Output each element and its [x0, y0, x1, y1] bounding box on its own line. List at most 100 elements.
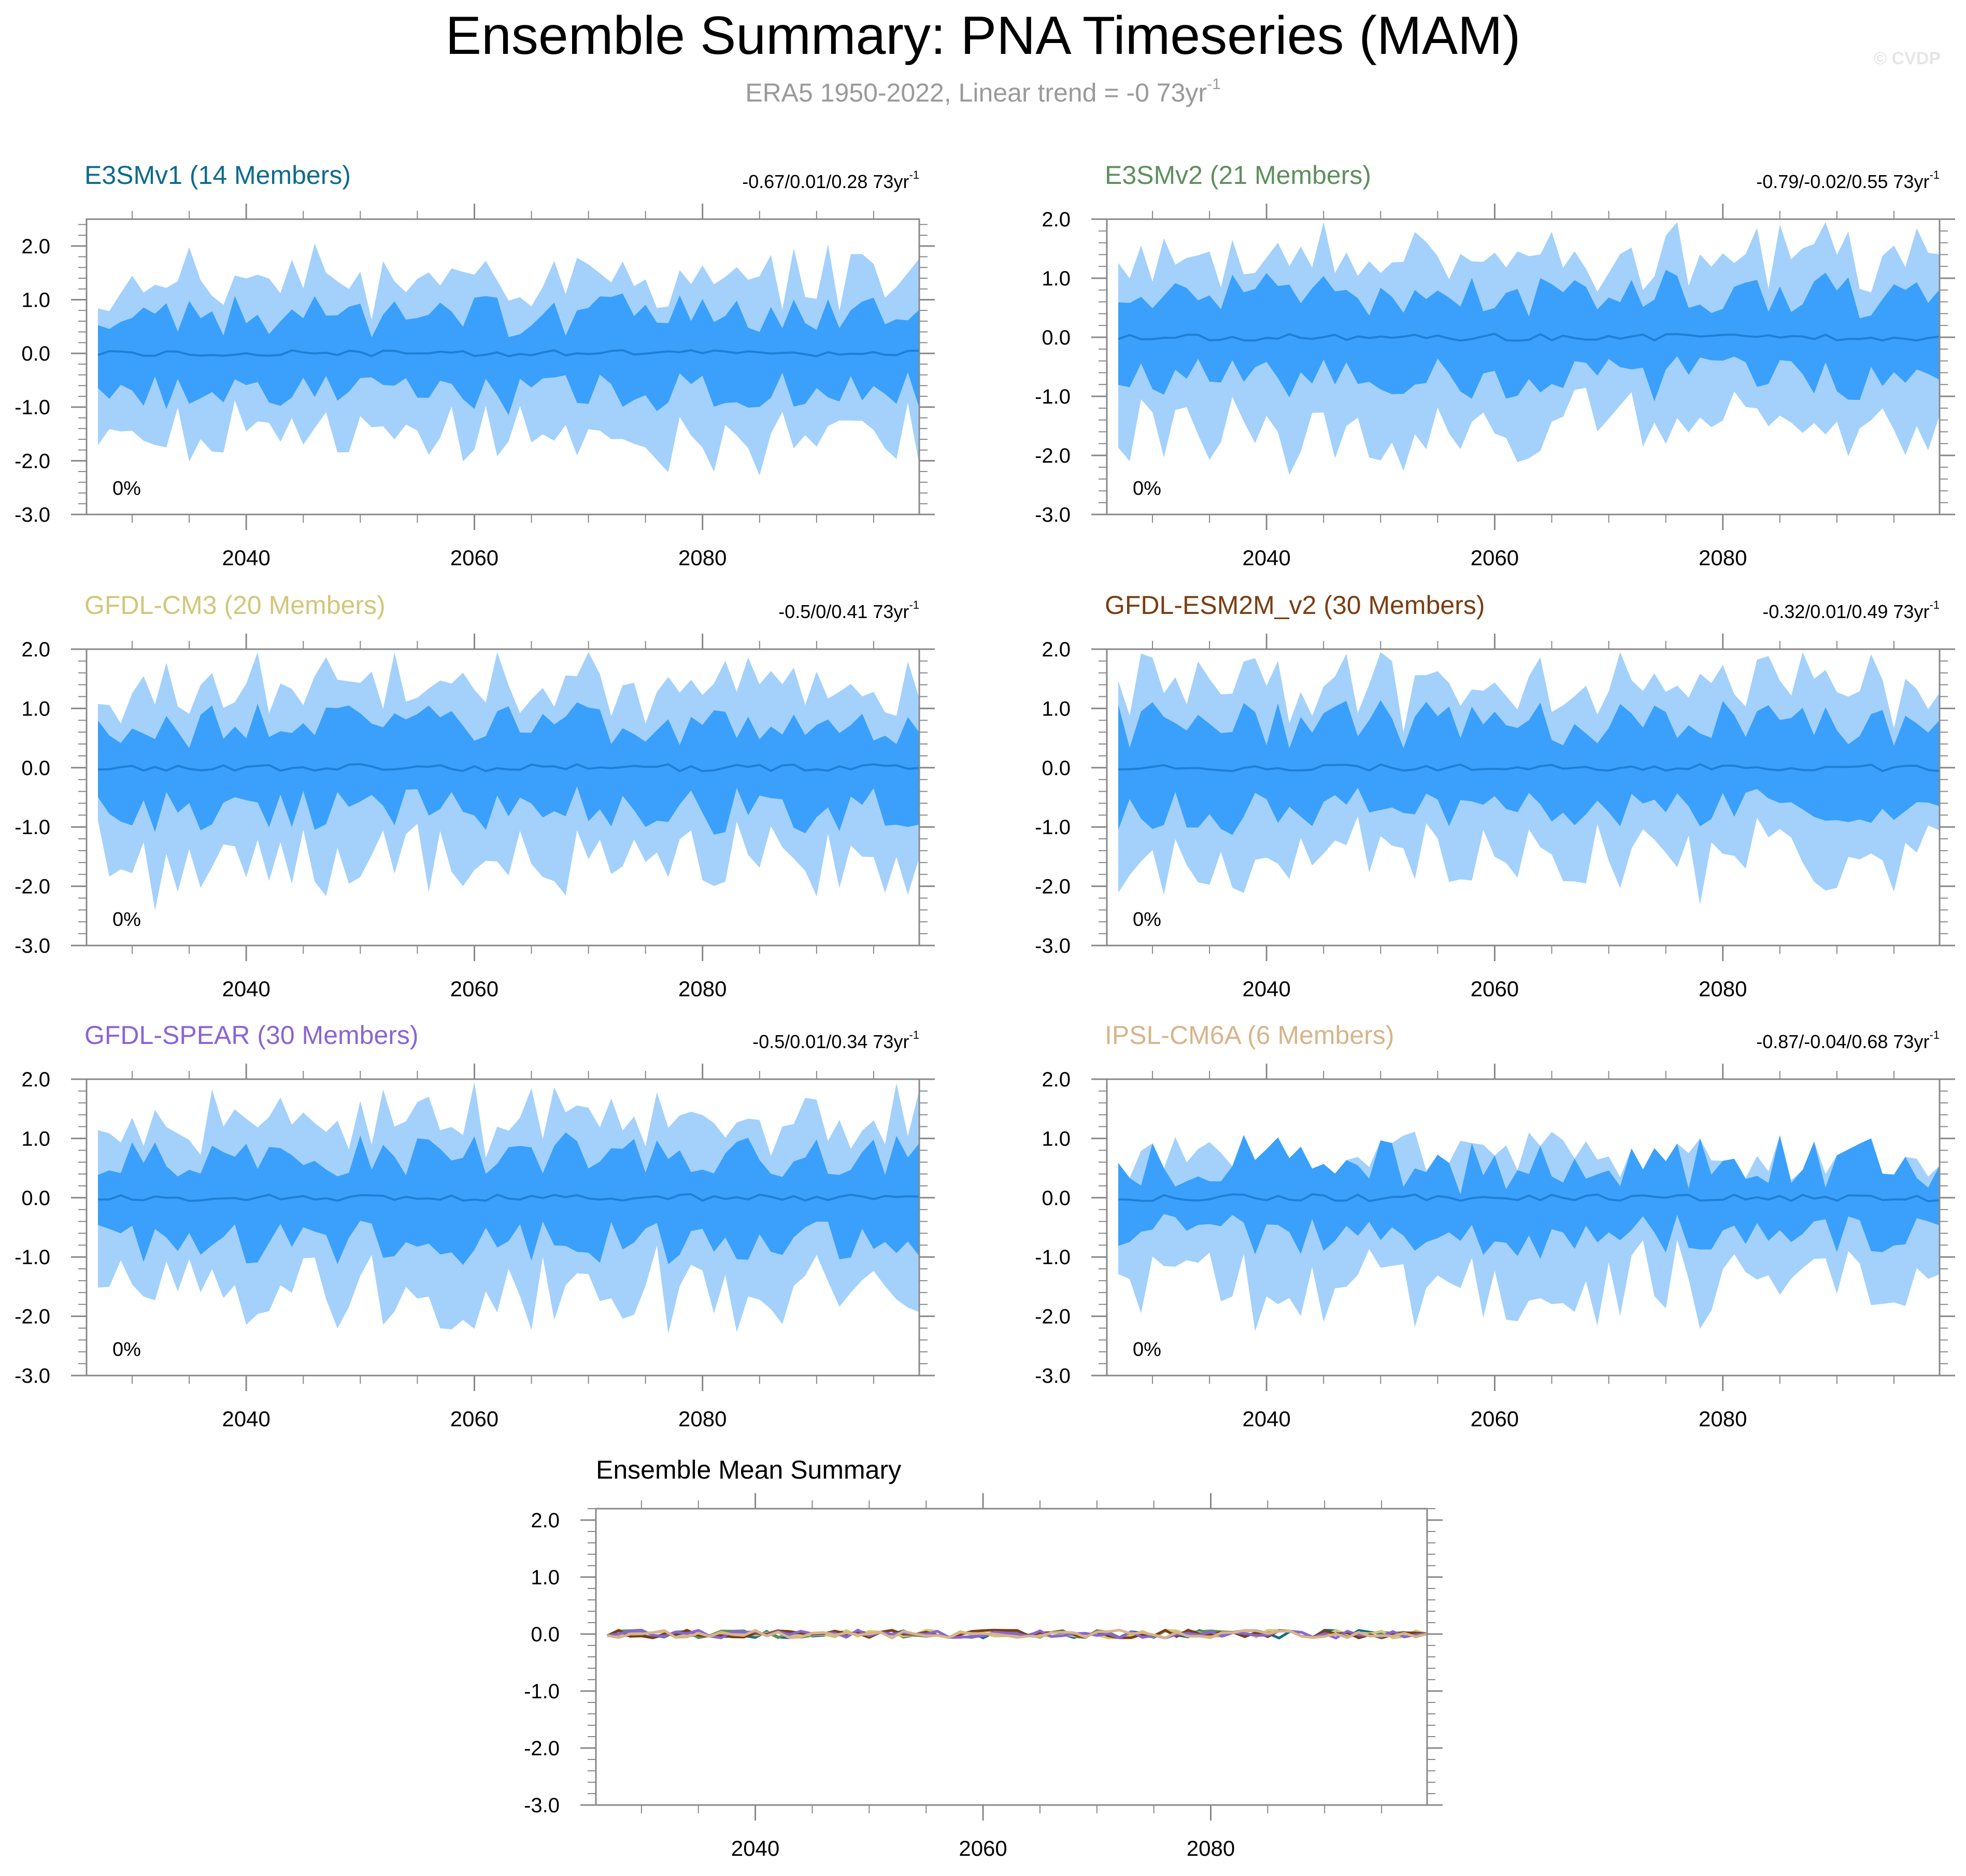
trend-label: -0.87/-0.04/0.68 73yr-1 — [1756, 1028, 1940, 1052]
plot-frame — [86, 1078, 920, 1377]
y-tick-label: 2.0 — [21, 638, 50, 661]
plot-frame — [1106, 648, 1941, 947]
percent-label: 0% — [1133, 1339, 1161, 1361]
y-tick-label: 2.0 — [21, 235, 50, 258]
panel-1: 2.0 1.0 0.0 -1.0 -2.0 -3.0 2040 2060 2080 E3SMv1 … — [15, 161, 935, 570]
x-tick-label: 2060 — [450, 546, 498, 570]
y-tick-label: -2.0 — [1035, 876, 1071, 898]
panel-6: 2.0 1.0 0.0 -1.0 -2.0 -3.0 2040 2060 2080 IPSL-CM… — [1035, 1021, 1955, 1431]
y-tick-label: 0.0 — [1042, 757, 1071, 780]
y-tick-label: -2.0 — [1035, 1306, 1071, 1328]
mean-line-ipsl-cm6a — [607, 1628, 1428, 1640]
ensemble-mean-line — [97, 1193, 920, 1202]
trend-value: -0.67/0.01/0.28 73yr — [742, 171, 909, 192]
y-tick-label: -1.0 — [1035, 385, 1071, 408]
y-tick-label: 2.0 — [1042, 1068, 1071, 1091]
x-tick-label: 2080 — [1699, 977, 1747, 1001]
inner-range-band — [1118, 700, 1940, 835]
x-tick-label: 2040 — [222, 1407, 270, 1431]
trend-label: -0.32/0.01/0.49 73yr-1 — [1762, 598, 1940, 622]
trend-value: -0.79/-0.02/0.55 73yr — [1756, 171, 1929, 192]
y-tick-label: -2.0 — [15, 450, 50, 472]
ensemble-mean-line — [97, 763, 920, 772]
y-tick-label: 0.0 — [21, 342, 50, 365]
y-tick-label: -3.0 — [15, 504, 50, 526]
plot-frame — [595, 1508, 1428, 1806]
y-tick-label: 1.0 — [21, 289, 50, 311]
plot-frame — [86, 648, 920, 947]
y-tick-label: 1.0 — [21, 1127, 50, 1150]
trend-label: -0.67/0.01/0.28 73yr-1 — [742, 168, 919, 192]
percent-label: 0% — [112, 909, 141, 930]
x-tick-label: 2040 — [1242, 977, 1290, 1001]
y-tick-label: 1.0 — [1042, 267, 1071, 290]
y-tick-label: -2.0 — [524, 1737, 560, 1760]
y-tick-label: 2.0 — [1042, 638, 1071, 661]
y-tick-label: -1.0 — [15, 1246, 50, 1269]
y-tick-label: -1.0 — [1035, 1246, 1071, 1269]
trend-unit-sup: -1 — [909, 598, 919, 611]
y-tick-label: 1.0 — [21, 697, 50, 720]
cvdp-watermark: © CVDP — [1874, 49, 1941, 68]
panels: 2.0 1.0 0.0 -1.0 -2.0 -3.0 2040 2060 2080 E3SMv1 … — [15, 161, 1955, 1860]
plot-frame — [1106, 218, 1941, 515]
x-tick-label: 2080 — [678, 977, 726, 1001]
figure-subtitle-text: ERA5 1950-2022, Linear trend = -0 73yr — [745, 78, 1207, 107]
y-tick-label: 0.0 — [21, 757, 50, 780]
panel-2: 2.0 1.0 0.0 -1.0 -2.0 -3.0 2040 2060 2080 E3SMv2 … — [1035, 161, 1955, 570]
trend-label: -0.5/0/0.41 73yr-1 — [778, 598, 919, 622]
x-tick-label: 2060 — [1471, 977, 1519, 1001]
x-tick-label: 2060 — [450, 1407, 498, 1431]
y-tick-label: -3.0 — [524, 1794, 560, 1817]
plot-frame — [1106, 1078, 1941, 1377]
figure-title: Ensemble Summary: PNA Timeseries (MAM) — [446, 6, 1521, 66]
plot-frame — [86, 218, 920, 515]
y-tick-label: 0.0 — [1042, 1187, 1071, 1210]
panel-title: GFDL-CM3 (20 Members) — [84, 591, 386, 620]
panel-title: E3SMv1 (14 Members) — [84, 161, 351, 190]
x-tick-label: 2080 — [1699, 546, 1747, 570]
x-tick-label: 2060 — [1471, 1407, 1519, 1431]
trend-unit-sup: -1 — [909, 168, 919, 181]
ensemble-mean-line — [97, 349, 920, 357]
percent-label: 0% — [112, 478, 141, 499]
y-tick-label: -2.0 — [1035, 445, 1071, 467]
x-tick-label: 2080 — [1699, 1407, 1747, 1431]
x-tick-label: 2060 — [1471, 546, 1519, 570]
trend-value: -0.87/-0.04/0.68 73yr — [1756, 1031, 1929, 1052]
inner-range-band — [98, 293, 919, 416]
x-tick-label: 2040 — [1242, 546, 1290, 570]
x-tick-label: 2040 — [222, 546, 270, 570]
y-tick-label: -3.0 — [1035, 935, 1071, 957]
trend-unit-sup: -1 — [909, 1028, 919, 1041]
percent-label: 0% — [1133, 909, 1161, 930]
x-tick-label: 2080 — [678, 1407, 726, 1431]
ensemble-mean-line — [1118, 1193, 1940, 1202]
y-tick-label: 2.0 — [21, 1068, 50, 1091]
trend-value: -0.32/0.01/0.49 73yr — [1762, 601, 1929, 622]
y-tick-label: 1.0 — [1042, 1127, 1071, 1150]
y-tick-label: 2.0 — [531, 1509, 560, 1532]
panel-title: GFDL-SPEAR (30 Members) — [84, 1021, 419, 1050]
y-tick-label: 1.0 — [531, 1566, 560, 1589]
y-tick-label: 0.0 — [21, 1187, 50, 1210]
trend-value: -0.5/0.01/0.34 73yr — [752, 1031, 909, 1052]
inner-range-band — [1118, 269, 1940, 402]
figure-subtitle-sup: -1 — [1207, 76, 1221, 93]
panel-title: Ensemble Mean Summary — [596, 1455, 901, 1484]
y-tick-label: 2.0 — [1042, 208, 1071, 231]
y-tick-label: -1.0 — [1035, 816, 1071, 839]
trend-unit-sup: -1 — [1929, 168, 1940, 181]
trend-label: -0.5/0.01/0.34 73yr-1 — [752, 1028, 919, 1052]
trend-unit-sup: -1 — [1929, 598, 1940, 611]
trend-unit-sup: -1 — [1929, 1028, 1940, 1041]
y-tick-label: 1.0 — [1042, 697, 1071, 720]
x-tick-label: 2080 — [678, 546, 726, 570]
y-tick-label: 0.0 — [1042, 326, 1071, 349]
x-tick-label: 2040 — [1242, 1407, 1290, 1431]
x-tick-label: 2040 — [731, 1836, 779, 1860]
inner-range-band — [1118, 1135, 1940, 1259]
percent-label: 0% — [1133, 478, 1161, 499]
ensemble-mean-line — [1118, 763, 1940, 772]
